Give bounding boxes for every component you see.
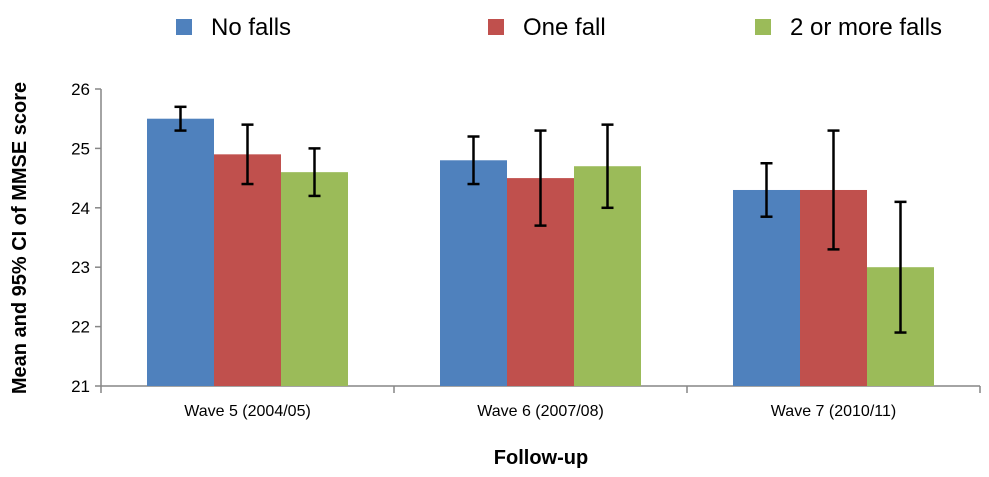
legend: No falls One fall 2 or more falls [176, 14, 942, 41]
x-category-label: Wave 5 (2004/05) [184, 403, 311, 420]
bars [147, 118, 934, 386]
x-axis: Wave 5 (2004/05) Wave 6 (2007/08) Wave 7 (… [100, 385, 981, 420]
error-bars [174, 105, 907, 334]
bar [214, 154, 281, 386]
bar [281, 172, 348, 386]
x-category-label: Wave 7 (2010/11) [771, 403, 896, 420]
legend-swatch [176, 19, 192, 35]
x-axis-title: Follow-up [494, 447, 588, 469]
y-tick-label: 21 [71, 377, 90, 396]
y-axis: 21 22 23 24 25 26 [71, 80, 102, 396]
legend-label: One fall [523, 14, 606, 41]
bar [733, 189, 800, 386]
y-tick-label: 22 [71, 318, 90, 337]
y-axis-title: Mean and 95% CI of MMSE score [9, 82, 31, 394]
y-tick-label: 25 [71, 139, 90, 158]
y-tick-label: 26 [71, 80, 90, 99]
bar [440, 160, 507, 386]
legend-swatch [755, 19, 771, 35]
bar [147, 118, 214, 386]
legend-label: No falls [211, 14, 291, 41]
y-tick-label: 23 [71, 258, 90, 277]
legend-label: 2 or more falls [790, 14, 942, 41]
legend-swatch [488, 19, 504, 35]
y-tick-label: 24 [71, 199, 90, 218]
x-category-label: Wave 6 (2007/08) [477, 403, 604, 420]
